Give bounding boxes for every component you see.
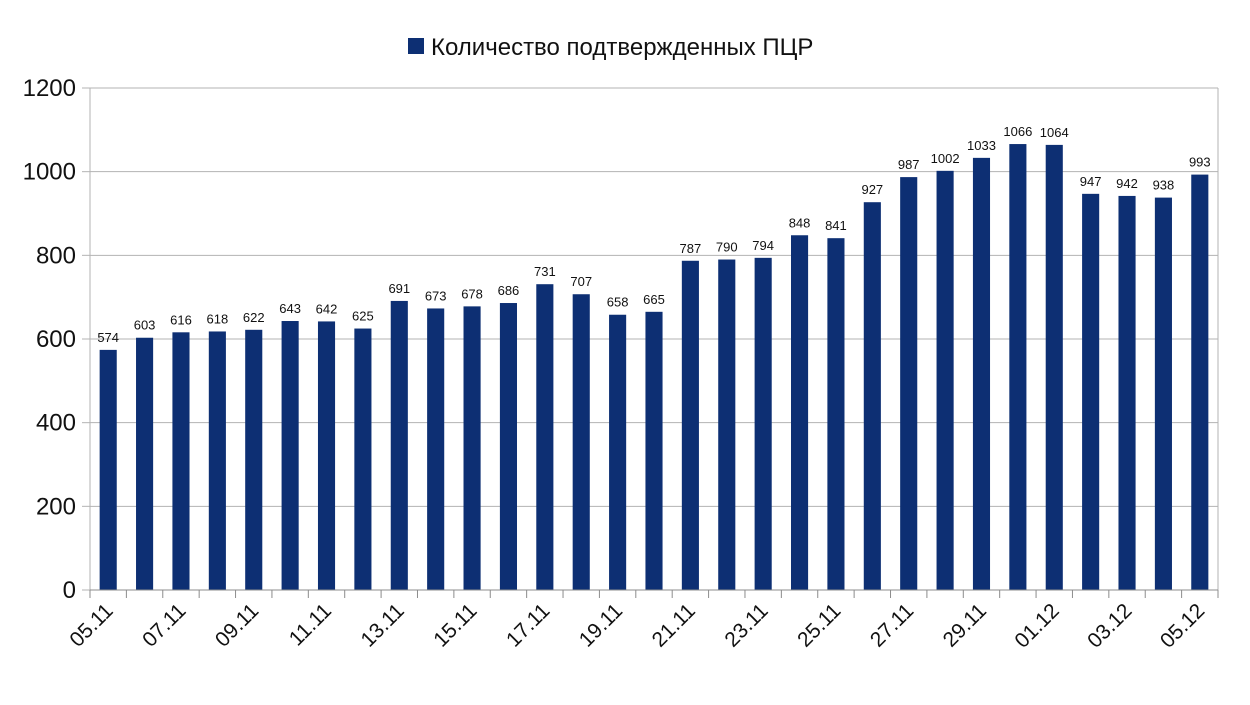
bar-value-label: 794 (752, 238, 774, 253)
x-tick-label: 01.12 (1010, 599, 1063, 652)
bar (645, 311, 663, 590)
x-tick-label: 19.11 (575, 599, 627, 651)
bar-value-label: 947 (1080, 174, 1102, 189)
bar (972, 157, 991, 590)
bar-value-label: 707 (570, 274, 592, 289)
x-tick-label: 25.11 (793, 599, 845, 651)
bar (790, 235, 809, 590)
bar (499, 303, 518, 590)
bar-value-label: 942 (1116, 176, 1138, 191)
bar (936, 170, 954, 590)
y-tick-label: 600 (36, 326, 76, 353)
bar-value-label: 686 (498, 283, 520, 298)
bar-value-label: 673 (425, 288, 447, 303)
legend: Количество подтвержденных ПЦР (408, 34, 813, 61)
x-tick-label: 15.11 (429, 599, 481, 651)
y-tick-label: 800 (36, 242, 76, 269)
bar (572, 294, 590, 590)
bar-value-label: 790 (716, 240, 738, 255)
bar (245, 329, 263, 590)
y-tick-label: 1200 (23, 75, 76, 102)
y-tick-label: 200 (36, 493, 76, 520)
bar (536, 284, 554, 590)
bar (281, 321, 299, 590)
bar-value-label: 1066 (1003, 124, 1032, 139)
bar-value-label: 1033 (967, 138, 996, 153)
x-tick-label: 03.12 (1083, 599, 1136, 652)
bar (900, 177, 918, 591)
bar (463, 306, 481, 590)
bar (354, 328, 372, 590)
bar-value-label: 603 (134, 318, 156, 333)
x-tick-label: 09.11 (211, 599, 263, 651)
x-tick-label: 17.11 (502, 599, 554, 651)
bar-value-label: 841 (825, 218, 847, 233)
legend-swatch (408, 38, 424, 54)
bar (609, 314, 627, 590)
bar (863, 202, 881, 590)
y-tick-label: 1000 (23, 159, 76, 186)
bar-value-label: 574 (97, 330, 119, 345)
bar (1191, 174, 1209, 590)
bar-value-label: 642 (316, 301, 338, 316)
bar (681, 260, 699, 590)
bar-value-label: 691 (388, 281, 410, 296)
bar (1009, 144, 1027, 590)
bar (208, 331, 226, 590)
bar-value-label: 643 (279, 301, 301, 316)
x-tick-label: 21.11 (648, 599, 700, 651)
bar (390, 300, 408, 590)
x-tick-label: 05.12 (1156, 599, 1209, 652)
y-tick-label: 0 (63, 577, 76, 604)
x-tick-label: 29.11 (939, 599, 991, 651)
bar (427, 308, 445, 590)
bars (99, 144, 1209, 591)
bar (718, 259, 736, 590)
bar (136, 337, 154, 590)
legend-label: Количество подтвержденных ПЦР (431, 34, 813, 61)
y-tick-label: 400 (36, 410, 76, 437)
x-tick-label: 23.11 (720, 599, 772, 651)
bar-value-label: 622 (243, 310, 265, 325)
bar (99, 349, 117, 590)
bar-value-label: 618 (207, 311, 229, 326)
bar-value-label: 731 (534, 264, 556, 279)
x-tick-label: 11.11 (285, 599, 336, 650)
bar (172, 332, 190, 590)
bar (827, 238, 845, 590)
bar-value-label: 1064 (1040, 125, 1069, 140)
bar-value-label: 1002 (931, 151, 960, 166)
bar-value-label: 848 (789, 215, 811, 230)
bar-value-label: 616 (170, 312, 192, 327)
x-tick-label: 05.11 (65, 599, 117, 651)
bar-value-label: 938 (1153, 178, 1175, 193)
x-tick-label: 27.11 (866, 599, 918, 651)
bar-value-label: 678 (461, 286, 483, 301)
data-labels: 574 603 616 618 622 643 642 625 691 673 678 686 731 7… (97, 124, 1210, 345)
x-tick-label: 13.11 (356, 599, 408, 651)
bar-value-label: 625 (352, 309, 374, 324)
bar (1045, 144, 1063, 591)
bar-value-label: 787 (680, 241, 702, 256)
bar (1082, 193, 1100, 591)
bar (1118, 195, 1136, 590)
bar-value-label: 993 (1189, 155, 1211, 170)
bar (317, 321, 336, 590)
bar-value-label: 927 (861, 182, 883, 197)
bar-value-label: 658 (607, 295, 629, 310)
bar (1154, 197, 1172, 590)
bar-value-label: 665 (643, 292, 665, 307)
bar-value-label: 987 (898, 157, 920, 172)
x-tick-label: 07.11 (138, 599, 190, 651)
bar (754, 257, 772, 590)
